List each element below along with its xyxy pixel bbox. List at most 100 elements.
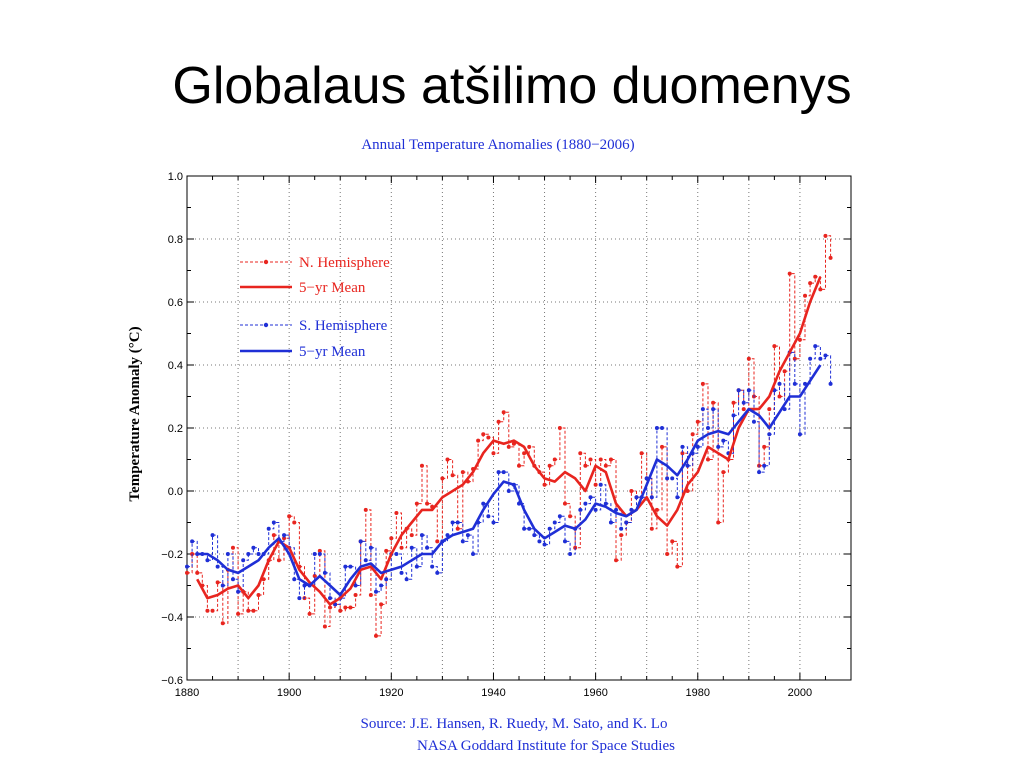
- data-point-south: [358, 539, 363, 544]
- data-point-north: [343, 605, 348, 610]
- data-point-north: [797, 337, 802, 342]
- data-point-north: [307, 611, 312, 616]
- data-point-south: [746, 388, 751, 393]
- data-point-south: [818, 356, 823, 361]
- data-point-north: [675, 564, 680, 569]
- data-point-north: [680, 451, 685, 456]
- data-point-south: [302, 583, 307, 588]
- data-point-south: [568, 552, 573, 556]
- chart-title: Annual Temperature Anomalies (1880−2006): [361, 137, 634, 153]
- x-tick-label: 1880: [175, 687, 199, 699]
- data-point-south: [629, 507, 634, 512]
- data-point-south: [593, 507, 598, 512]
- data-point-south: [557, 514, 562, 519]
- data-point-north: [185, 570, 189, 575]
- data-point-south: [256, 552, 261, 556]
- data-point-north: [792, 356, 797, 361]
- data-point-south: [491, 520, 496, 525]
- data-point-south: [552, 520, 557, 525]
- data-point-south: [731, 413, 736, 418]
- data-point-south: [624, 520, 629, 525]
- data-point-south: [716, 444, 721, 449]
- data-point-south: [751, 419, 756, 424]
- data-point-north: [394, 511, 399, 516]
- data-point-south: [680, 444, 685, 449]
- data-point-south: [757, 470, 762, 475]
- y-tick-label: 0.6: [168, 297, 183, 309]
- x-tick-label: 1960: [583, 687, 607, 699]
- data-point-north: [292, 520, 297, 525]
- data-point-north: [384, 548, 389, 553]
- data-point-north: [542, 482, 547, 487]
- data-point-south: [634, 495, 639, 500]
- data-point-north: [578, 451, 583, 456]
- data-point-north: [705, 457, 710, 462]
- data-point-south: [394, 552, 399, 556]
- data-point-north: [767, 407, 772, 412]
- data-point-north: [660, 444, 665, 449]
- data-point-south: [777, 381, 782, 386]
- data-point-north: [649, 526, 654, 531]
- data-point-north: [782, 369, 787, 374]
- data-point-south: [225, 552, 230, 556]
- data-point-south: [675, 495, 680, 500]
- data-point-north: [619, 533, 624, 538]
- data-point-north: [373, 633, 378, 638]
- data-point-south: [409, 545, 414, 550]
- data-point-south: [547, 526, 552, 531]
- data-point-north: [481, 432, 486, 437]
- data-point-north: [455, 526, 460, 531]
- data-point-north: [690, 432, 695, 437]
- data-point-north: [813, 274, 818, 279]
- data-point-north: [608, 457, 613, 462]
- data-point-north: [236, 611, 241, 616]
- data-point-south: [210, 533, 215, 538]
- y-tick-label: 0.2: [168, 423, 183, 435]
- data-point-north: [639, 451, 644, 456]
- data-point-south: [619, 526, 624, 531]
- data-point-south: [741, 400, 746, 405]
- data-point-south: [670, 476, 675, 481]
- y-tick-label: −0.4: [161, 612, 183, 624]
- data-point-north: [741, 407, 746, 412]
- data-point-north: [772, 344, 777, 349]
- data-point-north: [271, 533, 276, 538]
- data-point-south: [220, 583, 225, 588]
- data-point-north: [777, 394, 782, 399]
- data-point-south: [246, 552, 251, 556]
- data-point-north: [614, 558, 619, 563]
- data-point-south: [373, 589, 378, 594]
- data-point-south: [792, 381, 797, 386]
- data-point-north: [552, 457, 557, 462]
- data-point-south: [312, 552, 317, 556]
- data-point-south: [501, 470, 506, 475]
- data-point-south: [695, 444, 700, 449]
- data-point-north: [317, 548, 322, 553]
- data-point-north: [588, 457, 593, 462]
- data-point-south: [363, 558, 368, 563]
- x-tick-label: 1980: [686, 687, 710, 699]
- data-point-south: [435, 570, 440, 575]
- data-point-north: [654, 507, 659, 512]
- data-point-south: [384, 577, 389, 582]
- data-point-south: [236, 589, 241, 594]
- data-point-north: [501, 410, 506, 415]
- data-point-south: [322, 570, 327, 575]
- data-point-north: [399, 545, 404, 550]
- data-point-north: [195, 570, 200, 575]
- y-tick-label: 1.0: [168, 171, 183, 183]
- source-line-1: Source: J.E. Hansen, R. Ruedy, M. Sato, …: [361, 716, 668, 732]
- data-point-north: [205, 608, 210, 613]
- x-tick-label: 1900: [277, 687, 301, 699]
- data-point-south: [496, 470, 501, 475]
- data-point-south: [251, 545, 256, 550]
- data-point-south: [522, 526, 527, 531]
- data-point-north: [665, 552, 670, 556]
- data-point-south: [660, 426, 665, 430]
- data-point-south: [190, 539, 195, 544]
- data-point-north: [414, 501, 419, 506]
- data-point-south: [828, 381, 833, 386]
- source-line-2: NASA Goddard Institute for Space Studies: [417, 738, 675, 754]
- data-point-north: [598, 457, 603, 462]
- data-point-south: [486, 514, 491, 519]
